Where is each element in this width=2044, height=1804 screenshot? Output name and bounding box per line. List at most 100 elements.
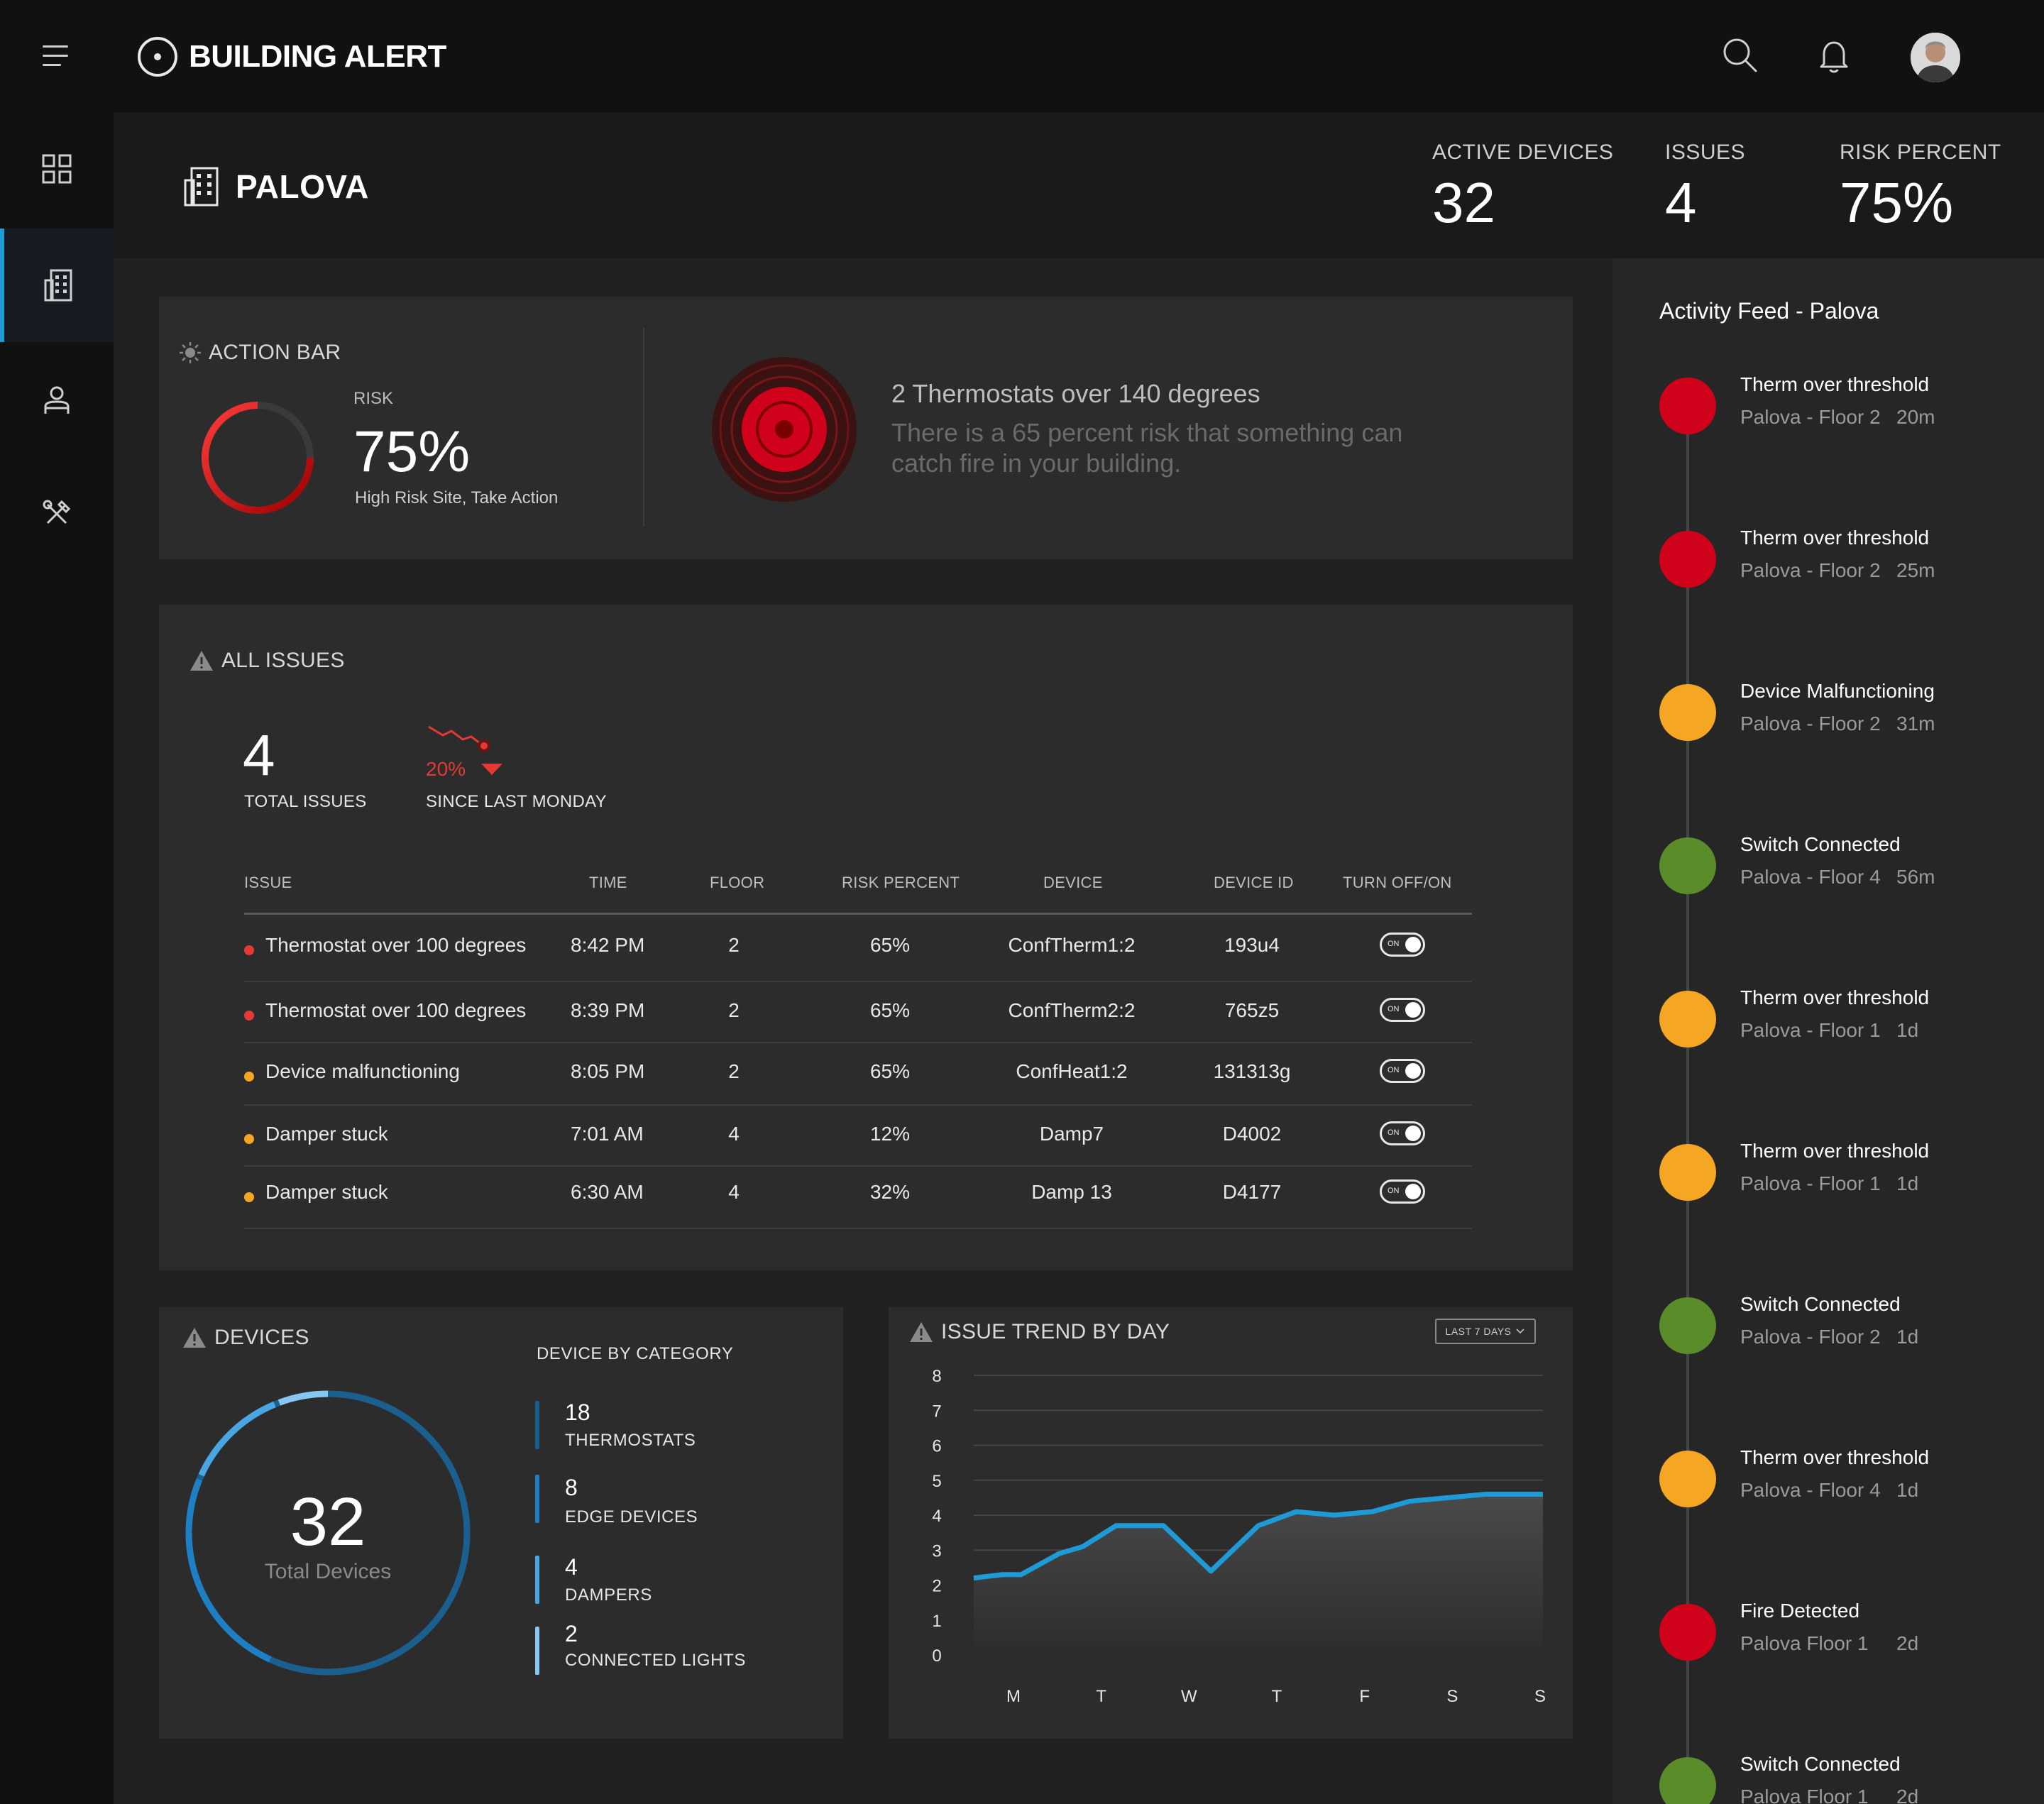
toggle-knob xyxy=(1405,1063,1421,1079)
menu-icon[interactable] xyxy=(43,45,71,67)
site-title: PALOVA xyxy=(183,166,369,207)
severity-dot xyxy=(244,1134,254,1144)
device-id-cell: D4002 xyxy=(1222,1123,1282,1145)
nav-dashboard[interactable] xyxy=(0,112,114,226)
feed-connector xyxy=(1686,1201,1689,1297)
app-logo[interactable]: BUILDING ALERT xyxy=(138,35,446,78)
issue-change-label: SINCE LAST MONDAY xyxy=(426,792,607,811)
time-cell: 7:01 AM xyxy=(571,1123,644,1145)
page-title: PALOVA xyxy=(236,168,369,205)
feed-item-location: Palova - Floor 1 xyxy=(1740,1172,1881,1194)
col-header-device-id[interactable]: DEVICE ID xyxy=(1214,874,1294,891)
issue-trend-title: ISSUE TREND BY DAY xyxy=(908,1320,1170,1344)
row-divider xyxy=(244,1228,1472,1229)
action-bar-card xyxy=(159,297,1573,559)
category-count: 18 xyxy=(565,1399,590,1425)
x-tick-label: T xyxy=(1272,1687,1282,1706)
nav-building[interactable] xyxy=(0,229,114,342)
time-cell: 8:05 PM xyxy=(571,1060,645,1082)
power-toggle[interactable]: ON xyxy=(1380,998,1425,1022)
device-id-cell: 193u4 xyxy=(1224,934,1280,956)
feed-item-location: Palova - Floor 2 xyxy=(1740,1326,1881,1348)
feed-item-title: Switch Connected xyxy=(1740,833,1901,855)
devices-donut xyxy=(185,1390,471,1676)
power-toggle[interactable]: ON xyxy=(1380,933,1425,957)
top-bar: BUILDING ALERT xyxy=(0,0,2044,112)
y-tick-label: 7 xyxy=(932,1402,941,1421)
toggle-label: ON xyxy=(1388,1187,1400,1195)
col-header-issue[interactable]: ISSUE xyxy=(244,874,292,891)
feed-item-time: 25m xyxy=(1896,559,1935,581)
risk-gauge-arc xyxy=(202,402,314,514)
category-count: 2 xyxy=(565,1621,578,1646)
date-range-select[interactable]: LAST 7 DAYS xyxy=(1435,1319,1536,1344)
col-header-device[interactable]: DEVICE xyxy=(1043,874,1103,891)
all-issues-title: ALL ISSUES xyxy=(189,649,345,673)
x-tick-label: T xyxy=(1096,1687,1106,1706)
devices-title: DEVICES xyxy=(182,1326,309,1350)
feed-item-location: Palova Floor 1 xyxy=(1740,1632,1869,1654)
col-header-toggle[interactable]: TURN OFF/ON xyxy=(1343,874,1452,891)
feed-item-time: 1d xyxy=(1896,1326,1919,1348)
donut-segment xyxy=(198,1401,276,1477)
feed-item-location: Palova - Floor 4 xyxy=(1740,866,1881,888)
category-label: DAMPERS xyxy=(565,1585,652,1605)
toggle-knob xyxy=(1405,1126,1421,1141)
feed-item-time: 2d xyxy=(1896,1786,1919,1804)
feed-item-location: Palova Floor 1 xyxy=(1740,1786,1869,1804)
device-id-cell: D4177 xyxy=(1222,1181,1282,1203)
row-divider xyxy=(244,1165,1472,1167)
trend-line xyxy=(973,1491,1543,1581)
feed-connector xyxy=(1686,1354,1689,1451)
action-bar-title: ACTION BAR xyxy=(179,341,341,365)
power-toggle[interactable]: ON xyxy=(1380,1059,1425,1083)
donut-segments xyxy=(185,1390,471,1676)
total-devices-number: 32 xyxy=(290,1484,366,1560)
x-tick-label: S xyxy=(1446,1687,1458,1706)
col-header-time[interactable]: TIME xyxy=(589,874,627,891)
floor-cell: 2 xyxy=(728,1060,740,1082)
chevron-down-icon xyxy=(1516,1329,1524,1334)
severity-dot xyxy=(244,1192,254,1202)
stat-issues: ISSUES 4 xyxy=(1665,141,1745,236)
issue-cell: Damper stuck xyxy=(265,1123,388,1145)
nav-tools[interactable] xyxy=(0,457,114,571)
feed-item-title: Therm over threshold xyxy=(1740,527,1930,549)
toggle-knob xyxy=(1405,1002,1421,1018)
device-cell: Damp 13 xyxy=(1031,1181,1112,1203)
power-toggle[interactable]: ON xyxy=(1380,1179,1425,1204)
category-bar-edge-devices xyxy=(535,1475,539,1523)
feed-item-time: 2d xyxy=(1896,1632,1919,1654)
row-divider xyxy=(244,1104,1472,1106)
category-count: 4 xyxy=(565,1554,578,1580)
device-cell: Damp7 xyxy=(1039,1123,1104,1145)
col-header-risk[interactable]: RISK PERCENT xyxy=(842,874,960,891)
category-label: EDGE DEVICES xyxy=(565,1507,698,1527)
logo-icon xyxy=(138,37,177,77)
section-title-text: DEVICES xyxy=(214,1326,309,1349)
power-toggle[interactable]: ON xyxy=(1380,1121,1425,1145)
risk-cell: 32% xyxy=(869,1181,911,1203)
toggle-label: ON xyxy=(1388,1066,1400,1074)
section-title-text: ISSUE TREND BY DAY xyxy=(941,1320,1170,1343)
feed-status-dot xyxy=(1659,684,1716,741)
feed-connector xyxy=(1686,1661,1689,1757)
feed-status-dot xyxy=(1659,1604,1716,1661)
donut-segment xyxy=(185,1478,272,1663)
floor-cell: 2 xyxy=(728,999,740,1021)
feed-item-time: 1d xyxy=(1896,1019,1919,1041)
risk-cell: 12% xyxy=(869,1123,911,1145)
stat-risk-percent: RISK PERCENT 75% xyxy=(1840,141,2001,236)
search-icon[interactable] xyxy=(1720,35,1760,75)
nav-users[interactable] xyxy=(0,343,114,457)
bell-icon[interactable] xyxy=(1814,35,1854,75)
stat-value: 32 xyxy=(1432,171,1495,234)
feed-item-time: 1d xyxy=(1896,1479,1919,1501)
feed-connector xyxy=(1686,741,1689,837)
avatar[interactable] xyxy=(1911,33,1960,82)
feed-item-time: 1d xyxy=(1896,1172,1919,1194)
total-devices-caption: Total Devices xyxy=(264,1560,392,1583)
severity-dot xyxy=(244,1011,254,1021)
y-tick-label: 5 xyxy=(932,1472,941,1491)
col-header-floor[interactable]: FLOOR xyxy=(710,874,765,891)
